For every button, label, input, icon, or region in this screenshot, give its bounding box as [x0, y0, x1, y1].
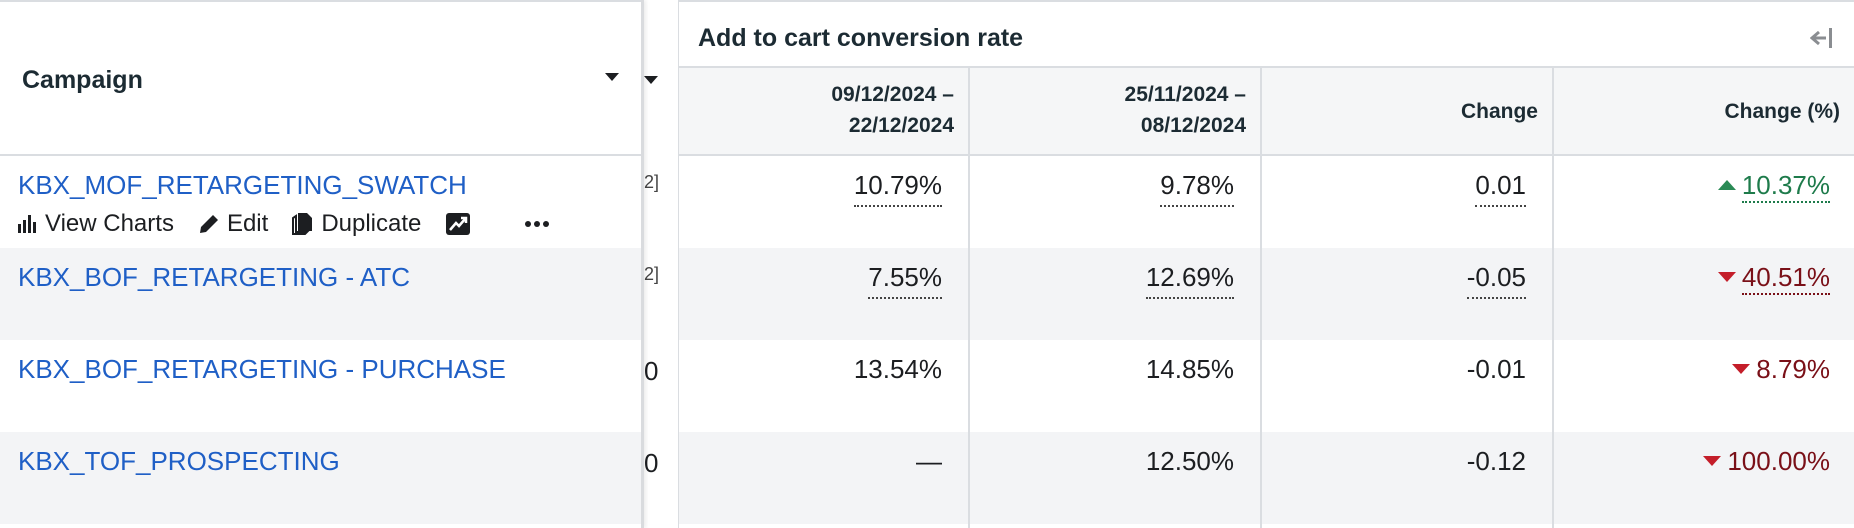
change-value: -0.12: [1466, 446, 1526, 476]
column-divider: [968, 156, 970, 528]
change-pct-value: 8.79%: [1756, 354, 1830, 384]
column-header-change-pct[interactable]: Change (%): [1554, 68, 1854, 156]
campaign-column-header[interactable]: Campaign: [0, 0, 641, 156]
change-pct-cell: 40.51%: [1717, 262, 1830, 296]
duplicate-label: Duplicate: [321, 210, 422, 237]
change-pct-value[interactable]: 10.37%: [1741, 170, 1830, 203]
campaign-row: KBX_MOF_RETARGETING_SWATCH View Charts: [0, 156, 641, 248]
decrease-arrow-icon: [1732, 364, 1751, 374]
edit-button[interactable]: Edit: [198, 210, 268, 238]
previous-value[interactable]: 9.78%: [1160, 170, 1234, 207]
change-pct-header-label: Change (%): [1724, 100, 1841, 123]
duplicate-button[interactable]: Duplicate: [292, 210, 421, 238]
metrics-panel: Add to cart conversion rate 09/12/2024 –…: [678, 0, 1854, 528]
metric-row: — 12.50% -0.12 100.00%: [678, 432, 1854, 524]
column-divider: [1260, 156, 1262, 528]
increase-arrow-icon: [1717, 180, 1736, 190]
hidden-column-sliver: 2] 2] 0 0: [644, 0, 679, 528]
change-pct-value[interactable]: 40.51%: [1741, 262, 1830, 295]
cell-fragment: 0: [644, 356, 659, 386]
view-charts-label: View Charts: [45, 210, 174, 237]
column-header-current-period[interactable]: 09/12/2024 – 22/12/2024: [678, 68, 970, 156]
change-header-label: Change: [1460, 100, 1538, 123]
change-pct-cell: 100.00%: [1703, 446, 1830, 480]
current-value[interactable]: 10.79%: [853, 170, 942, 207]
column-header-change[interactable]: Change: [1262, 68, 1554, 156]
change-pct-cell: 10.37%: [1717, 170, 1830, 204]
change-pct-value: 100.00%: [1727, 446, 1830, 476]
decrease-arrow-icon: [1717, 272, 1736, 282]
column-dropdown-icon[interactable]: [644, 76, 658, 84]
cell-fragment: 0: [644, 448, 659, 478]
campaign-header-label: Campaign: [22, 66, 143, 94]
campaign-row: KBX_BOF_RETARGETING - PURCHASE: [0, 340, 641, 432]
campaign-column: Campaign KBX_MOF_RETARGETING_SWATCH View…: [0, 0, 644, 528]
bar-chart-icon: [18, 215, 36, 233]
view-charts-button[interactable]: View Charts: [18, 210, 174, 238]
column-header-previous-period[interactable]: 25/11/2024 – 08/12/2024: [970, 68, 1262, 156]
trend-chart-icon: [446, 213, 471, 235]
decrease-arrow-icon: [1703, 456, 1722, 466]
metric-group-header: Add to cart conversion rate: [678, 0, 1854, 68]
change-value: -0.01: [1466, 354, 1526, 384]
trend-chart-button[interactable]: [445, 212, 478, 236]
campaign-name-link[interactable]: KBX_BOF_RETARGETING - PURCHASE: [18, 354, 506, 384]
cell-fragment: 2]: [644, 264, 660, 284]
metric-row: 10.79% 9.78% 0.01 10.37%: [678, 156, 1854, 248]
more-icon: [525, 221, 550, 227]
collapse-panel-icon[interactable]: [1809, 28, 1834, 53]
more-options-button[interactable]: [524, 220, 557, 228]
previous-value[interactable]: 12.69%: [1145, 262, 1234, 299]
current-value: 13.54%: [853, 354, 942, 384]
campaign-row: KBX_TOF_PROSPECTING: [0, 432, 641, 524]
previous-value: 14.85%: [1145, 354, 1234, 384]
campaign-name-link[interactable]: KBX_TOF_PROSPECTING: [18, 446, 340, 476]
metric-group-title: Add to cart conversion rate: [698, 24, 1024, 52]
current-period-start: 09/12/2024 –: [831, 83, 954, 106]
previous-value: 12.50%: [1145, 446, 1234, 476]
row-actions: View Charts Edit Duplicate: [18, 209, 581, 239]
cell-fragment: 2]: [644, 172, 660, 192]
edit-label: Edit: [226, 210, 269, 237]
change-value[interactable]: -0.05: [1466, 262, 1526, 299]
metric-row: 7.55% 12.69% -0.05 40.51%: [678, 248, 1854, 340]
duplicate-icon: [292, 213, 313, 235]
current-period-end: 22/12/2024: [848, 114, 954, 137]
metric-row: 13.54% 14.85% -0.01 8.79%: [678, 340, 1854, 432]
pencil-icon: [199, 215, 218, 233]
change-pct-cell: 8.79%: [1732, 354, 1830, 388]
current-value[interactable]: 7.55%: [868, 262, 942, 299]
column-divider: [1552, 156, 1554, 528]
campaign-name-link[interactable]: KBX_BOF_RETARGETING - ATC: [18, 262, 410, 292]
previous-period-end: 08/12/2024: [1140, 114, 1246, 137]
current-value: —: [916, 446, 942, 476]
previous-period-start: 25/11/2024 –: [1124, 83, 1246, 106]
change-value[interactable]: 0.01: [1475, 170, 1526, 207]
campaign-row: KBX_BOF_RETARGETING - ATC: [0, 248, 641, 340]
campaign-name-link[interactable]: KBX_MOF_RETARGETING_SWATCH: [18, 170, 467, 200]
sort-dropdown-icon[interactable]: [605, 73, 619, 81]
